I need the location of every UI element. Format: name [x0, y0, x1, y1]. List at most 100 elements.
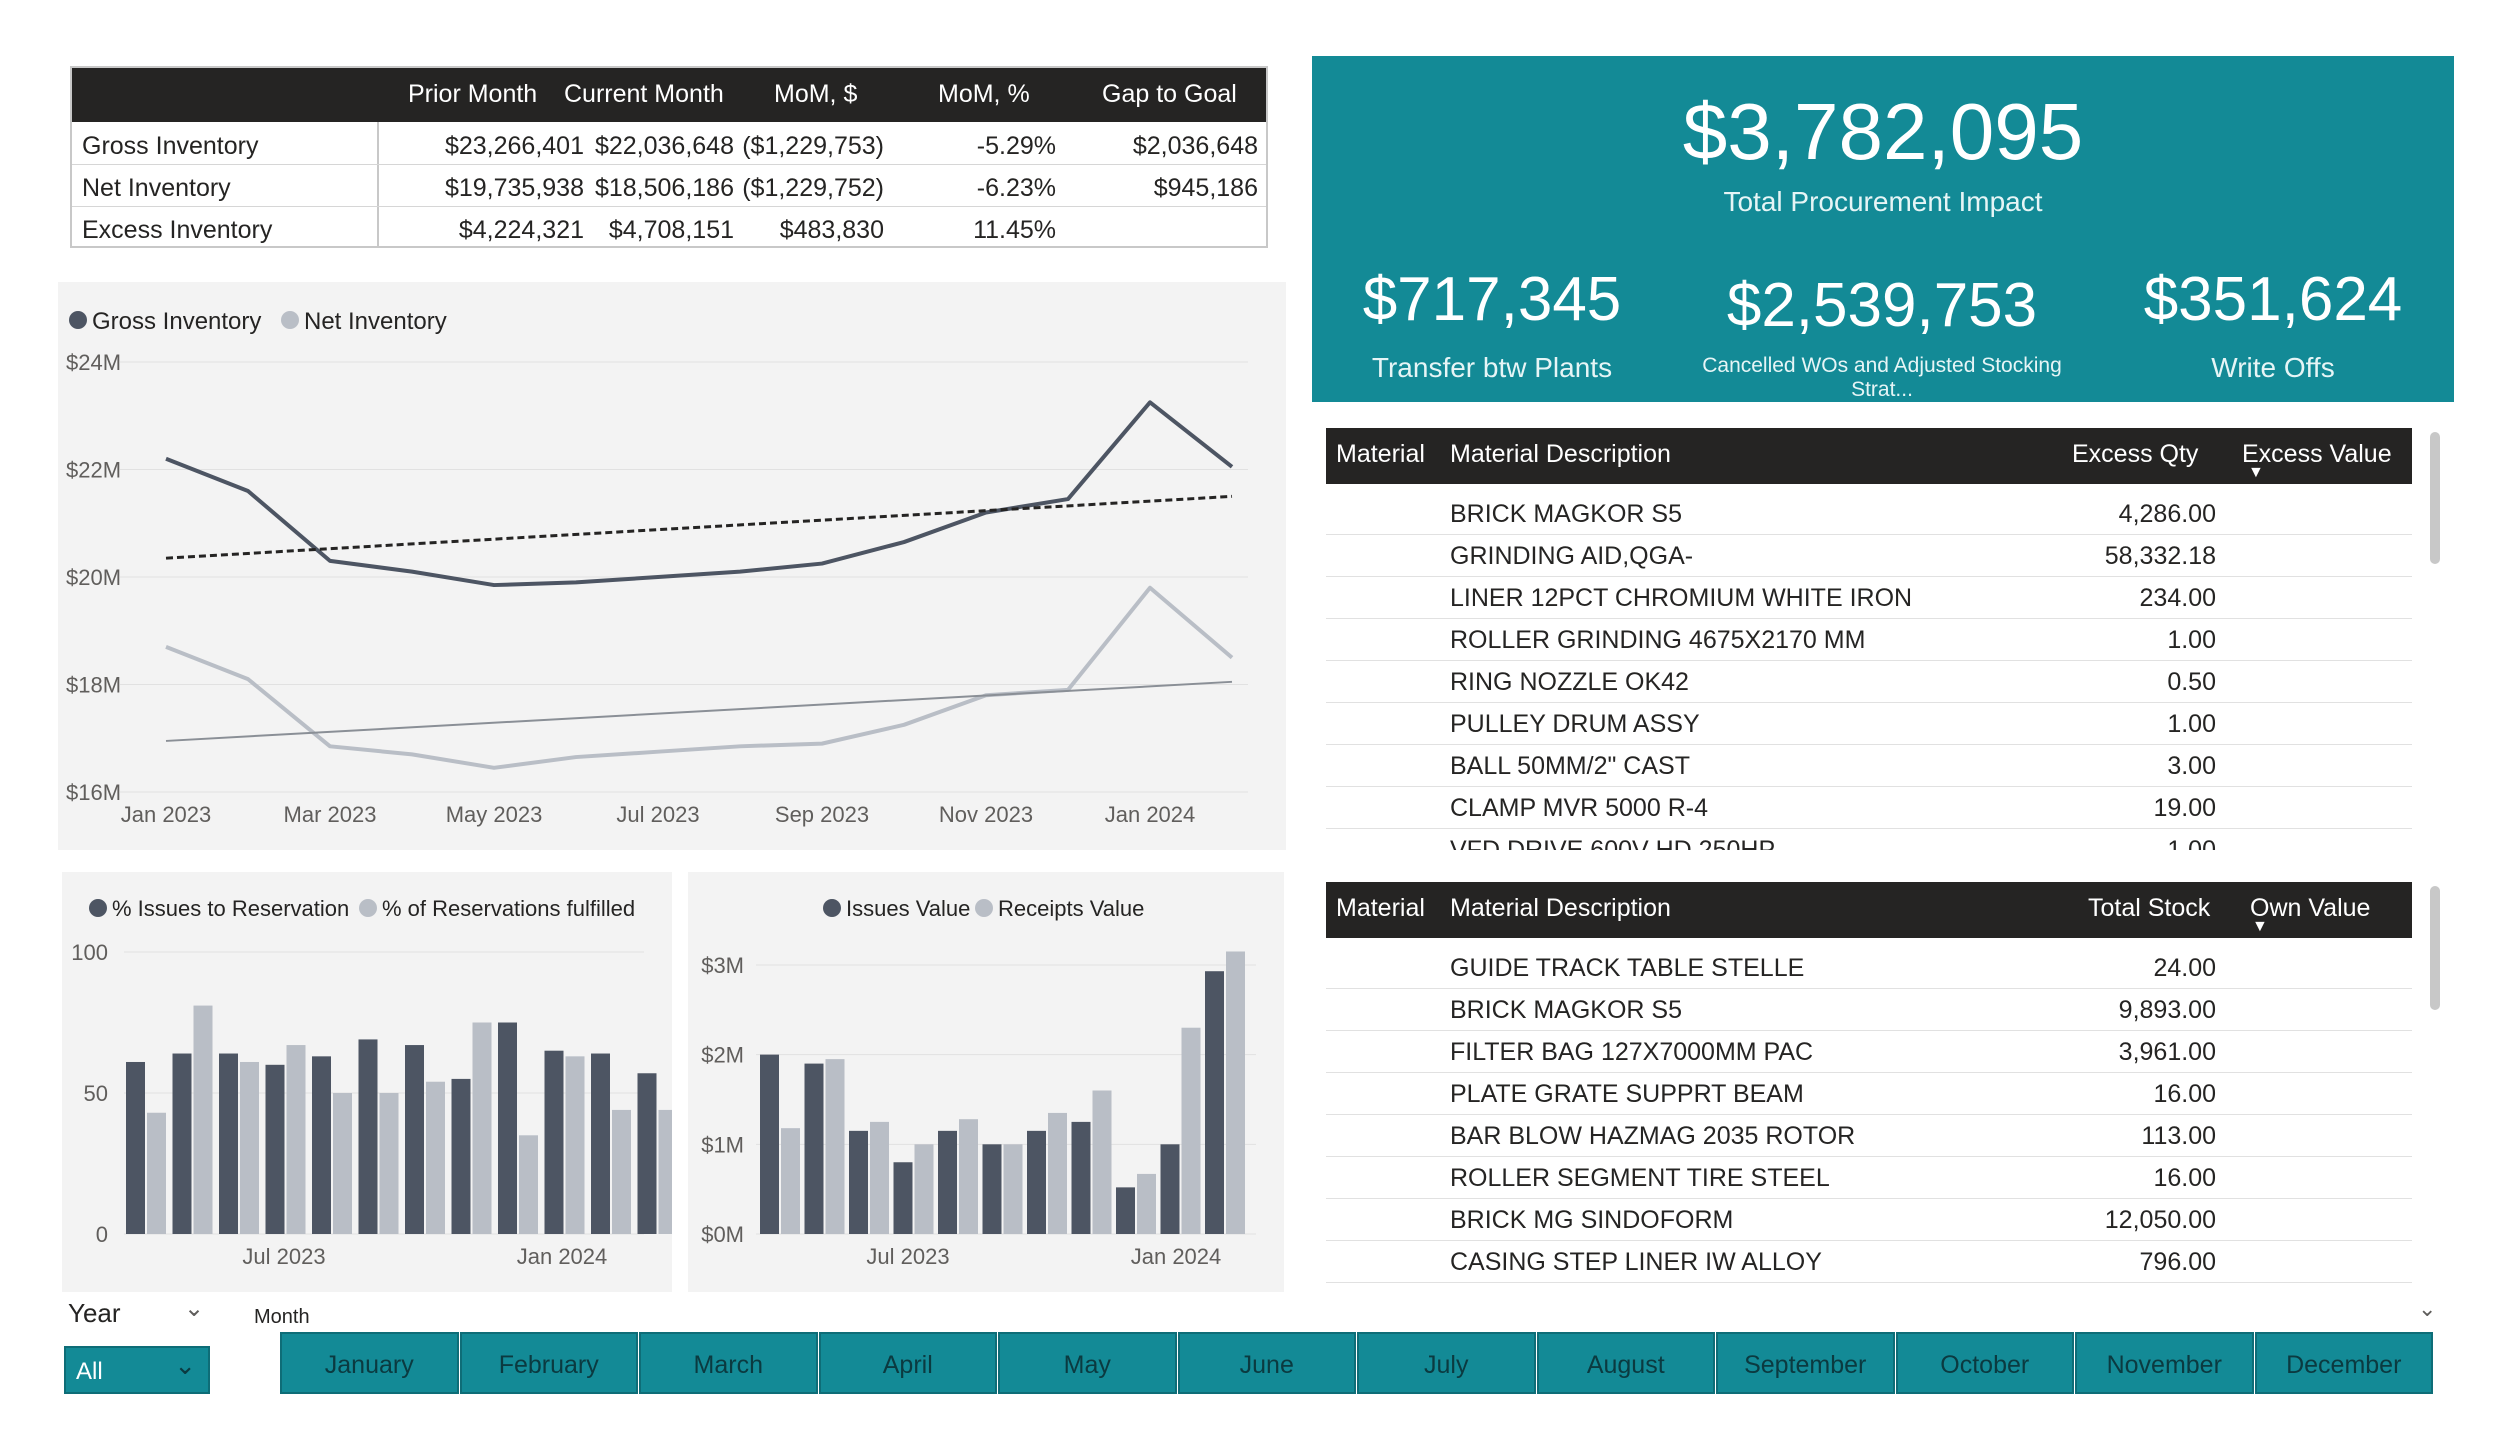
col-current-month[interactable]: Current Month	[564, 80, 724, 108]
reservations-chart[interactable]: 0 50 100 Jul 2023 Jan 2024 % Issues to Reser…	[62, 872, 678, 1292]
legend-net-label[interactable]: Net Inventory	[304, 308, 447, 335]
table-row[interactable]: GUIDE TRACK TABLE STELLE 24.00	[1326, 946, 2412, 989]
col-own-value[interactable]: Own Value	[2250, 894, 2371, 922]
issues-receipts-chart[interactable]: $0M $1M $2M $3M Jul 2023 Jan 2024 Issues Valu…	[688, 872, 1284, 1292]
bar-secondary[interactable]	[781, 1128, 800, 1234]
chevron-down-icon[interactable]: ⌄	[2418, 1296, 2437, 1321]
col-mom-pct[interactable]: MoM, %	[938, 80, 1030, 108]
col-excess-value[interactable]: Excess Value	[2242, 440, 2392, 468]
col-prior-month[interactable]: Prior Month	[408, 80, 538, 108]
bar-primary[interactable]	[358, 1039, 378, 1234]
bar-primary[interactable]	[405, 1045, 424, 1234]
bar-primary[interactable]	[982, 1144, 1002, 1234]
bar-secondary[interactable]	[193, 1005, 213, 1234]
bar-primary[interactable]	[1071, 1121, 1091, 1234]
table-row[interactable]: BRICK MG SINDOFORM 12,050.00	[1326, 1198, 2412, 1241]
col-description[interactable]: Material Description	[1450, 440, 1671, 468]
bar-secondary[interactable]	[519, 1135, 538, 1234]
table-row[interactable]: BALL 50MM/2" CAST 3.00	[1326, 744, 2412, 787]
bar-secondary[interactable]	[286, 1045, 306, 1234]
month-button-april[interactable]: April	[818, 1332, 997, 1394]
month-button-august[interactable]: August	[1536, 1332, 1715, 1394]
bar-primary[interactable]	[1116, 1187, 1135, 1234]
bar-secondary[interactable]	[1003, 1144, 1023, 1234]
table-row[interactable]: BAR BLOW HAZMAG 2035 ROTOR 113.00	[1326, 1114, 2412, 1157]
scrollbar[interactable]	[2430, 432, 2440, 564]
table-row[interactable]: BRICK MAGKOR S5 9,893.00	[1326, 988, 2412, 1031]
col-description[interactable]: Material Description	[1450, 894, 1671, 922]
bar-primary[interactable]	[1027, 1130, 1046, 1234]
chevron-down-icon[interactable]: ⌄	[184, 1295, 205, 1322]
bar-primary[interactable]	[893, 1162, 913, 1234]
series-line-gross[interactable]	[165, 400, 1234, 588]
bar-primary[interactable]	[849, 1130, 868, 1234]
table-row[interactable]: ROLLER SEGMENT TIRE STEEL 16.00	[1326, 1156, 2412, 1199]
col-total-stock[interactable]: Total Stock	[2088, 894, 2211, 922]
bar-primary[interactable]	[265, 1064, 285, 1234]
bar-secondary[interactable]	[472, 1022, 492, 1235]
bar-primary[interactable]	[219, 1053, 238, 1234]
bar-primary[interactable]	[804, 1063, 824, 1234]
table-row[interactable]: ROLLER GRINDING 4675X2170 MM 1.00	[1326, 618, 2412, 661]
month-button-may[interactable]: May	[998, 1332, 1177, 1394]
table-row[interactable]: BRICK MAGKOR S5 4,286.00	[1326, 492, 2412, 535]
bar-primary[interactable]	[544, 1050, 564, 1234]
bar-primary[interactable]	[1205, 971, 1224, 1234]
bar-primary[interactable]	[637, 1073, 657, 1234]
bar-secondary[interactable]	[825, 1059, 845, 1234]
bar-primary[interactable]	[760, 1054, 779, 1234]
month-button-september[interactable]: September	[1716, 1332, 1895, 1394]
inventory-trend-chart[interactable]: $16M $18M $20M $22M $24M Jan 2023 Mar 2023 May …	[58, 282, 1286, 850]
bar-secondary[interactable]	[1226, 951, 1245, 1234]
bar-secondary[interactable]	[1048, 1112, 1067, 1234]
table-row[interactable]: VFD DRIVE 600V HD 250HP 1.00	[1326, 828, 2412, 850]
table-row[interactable]: GRINDING AID,QGA- 58,332.18	[1326, 534, 2412, 577]
bar-primary[interactable]	[498, 1022, 517, 1235]
bar-secondary[interactable]	[1092, 1090, 1112, 1235]
bar-secondary[interactable]	[565, 1056, 585, 1234]
month-button-october[interactable]: October	[1895, 1332, 2074, 1394]
table-row[interactable]: PLATE GRATE SUPPRT BEAM 16.00	[1326, 1072, 2412, 1115]
bar-secondary[interactable]	[959, 1119, 978, 1234]
bar-secondary[interactable]	[240, 1061, 259, 1234]
col-material[interactable]: Material	[1336, 894, 1425, 922]
bar-secondary[interactable]	[379, 1093, 399, 1234]
scrollbar[interactable]	[2430, 886, 2440, 1010]
table-row[interactable]: CLAMP MVR 5000 R-4 19.00	[1326, 786, 2412, 829]
month-button-february[interactable]: February	[459, 1332, 638, 1394]
bar-primary[interactable]	[1160, 1144, 1180, 1234]
month-button-december[interactable]: December	[2254, 1332, 2433, 1394]
legend-receipts-value-label[interactable]: Receipts Value	[998, 896, 1144, 921]
legend-gross-label[interactable]: Gross Inventory	[92, 308, 261, 335]
bar-primary[interactable]	[126, 1061, 145, 1234]
year-dropdown[interactable]: All ⌄	[64, 1346, 210, 1394]
month-button-june[interactable]: June	[1177, 1332, 1356, 1394]
bar-secondary[interactable]	[147, 1112, 166, 1234]
legend-issues-label[interactable]: % Issues to Reservation	[112, 896, 349, 921]
bar-primary[interactable]	[172, 1053, 192, 1234]
bar-secondary[interactable]	[914, 1144, 934, 1234]
col-mom-dollar[interactable]: MoM, $	[774, 80, 858, 108]
sort-desc-icon[interactable]: ▼	[2252, 918, 2268, 935]
bar-secondary[interactable]	[1181, 1027, 1201, 1234]
table-row[interactable]: PULLEY DRUM ASSY 1.00	[1326, 702, 2412, 745]
col-material[interactable]: Material	[1336, 440, 1425, 468]
month-button-july[interactable]: July	[1357, 1332, 1536, 1394]
table-row[interactable]: LINER 12PCT CHROMIUM WHITE IRON 234.00	[1326, 576, 2412, 619]
bar-primary[interactable]	[591, 1053, 610, 1234]
sort-desc-icon[interactable]: ▼	[2248, 464, 2264, 481]
legend-fulfilled-label[interactable]: % of Reservations fulfilled	[382, 896, 635, 921]
month-button-november[interactable]: November	[2075, 1332, 2254, 1394]
month-button-january[interactable]: January	[280, 1332, 459, 1394]
bar-primary[interactable]	[938, 1130, 957, 1234]
bar-secondary[interactable]	[1137, 1173, 1156, 1234]
bar-primary[interactable]	[451, 1078, 471, 1234]
col-excess-qty[interactable]: Excess Qty	[2072, 440, 2199, 468]
table-row[interactable]: RING NOZZLE OK42 0.50	[1326, 660, 2412, 703]
series-line-net[interactable]	[165, 585, 1234, 770]
bar-secondary[interactable]	[870, 1121, 889, 1234]
col-gap-to-goal[interactable]: Gap to Goal	[1102, 80, 1237, 108]
bar-secondary[interactable]	[333, 1093, 352, 1234]
month-button-march[interactable]: March	[639, 1332, 818, 1394]
legend-issues-value-label[interactable]: Issues Value	[846, 896, 970, 921]
